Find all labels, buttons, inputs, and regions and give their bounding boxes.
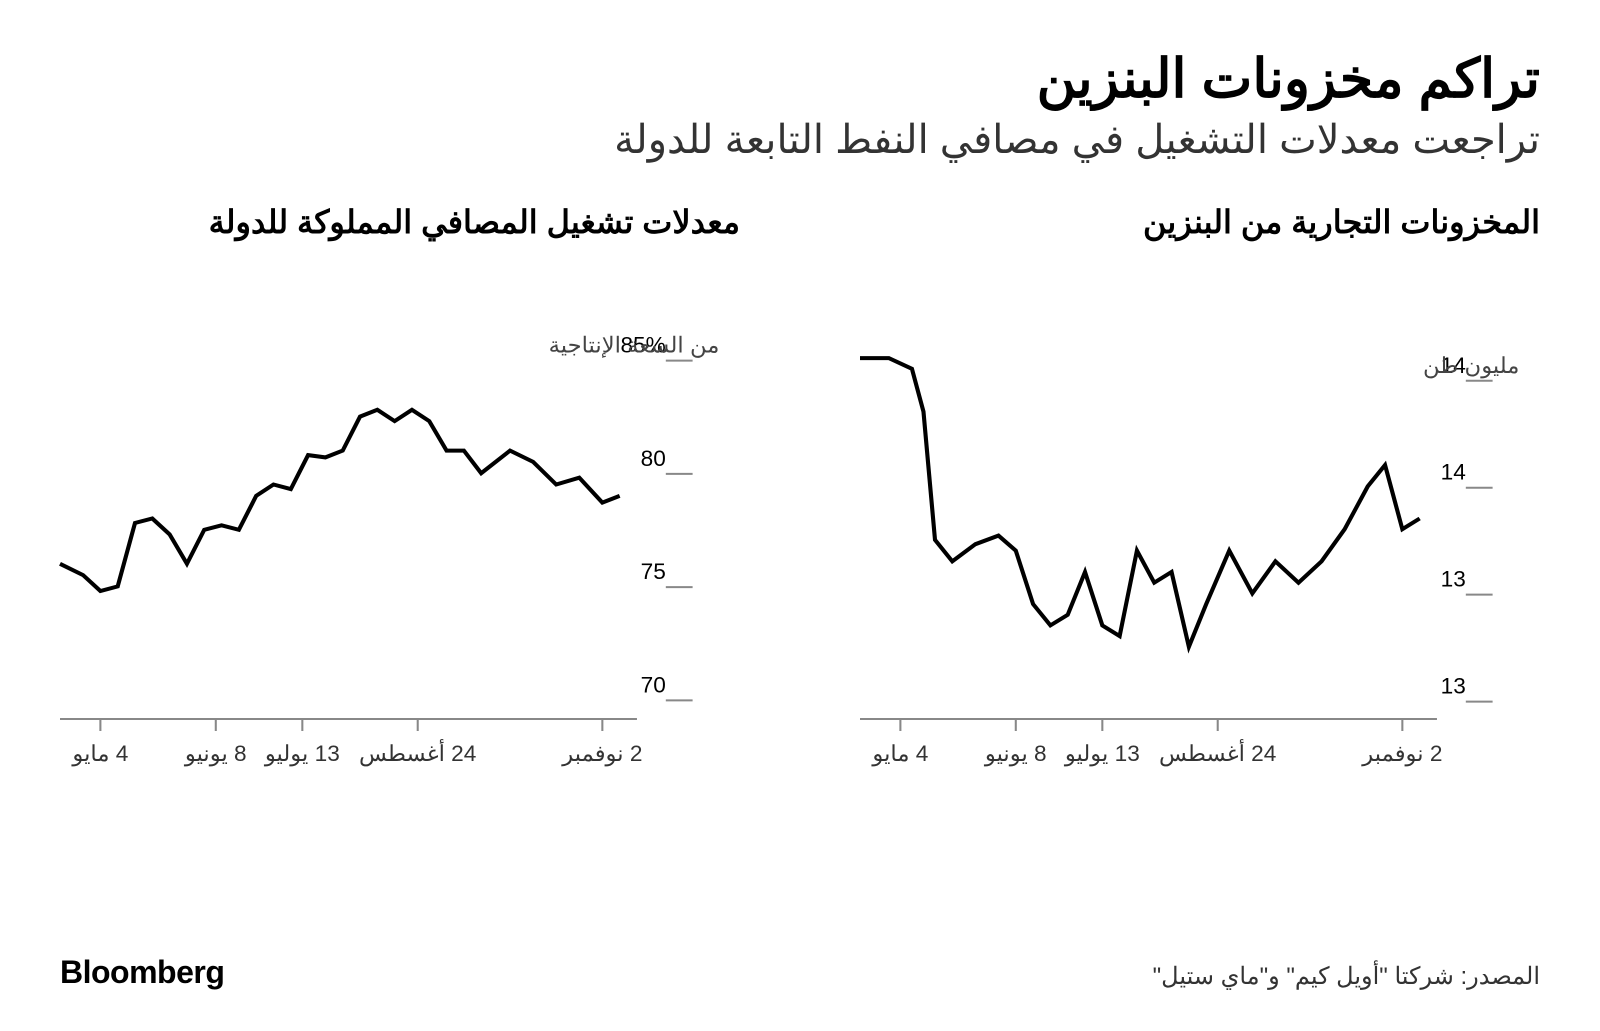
inventories-chart: 14مليون طن1413134 مايو8 يونيو13 يوليو24 … (860, 271, 1540, 791)
rates-chart-title: معدلات تشغيل المصافي المملوكة للدولة (60, 203, 740, 241)
page-subtitle: تراجعت معدلات التشغيل في مصافي النفط الت… (60, 117, 1540, 163)
svg-text:13: 13 (1441, 674, 1466, 699)
svg-text:4 مايو: 4 مايو (871, 742, 928, 768)
rates-chart: 85%من السعة الإنتاجية8075704 مايو8 يونيو… (60, 271, 740, 791)
page-title: تراكم مخزونات البنزين (60, 50, 1540, 109)
source-text: المصدر: شركتا "أويل كيم" و"ماي ستيل" (1153, 962, 1540, 991)
svg-text:مليون طن: مليون طن (1423, 353, 1519, 379)
inventories-chart-title: المخزونات التجارية من البنزين (860, 203, 1540, 241)
svg-text:13 يوليو: 13 يوليو (1064, 742, 1140, 768)
svg-text:24 أغسطس: 24 أغسطس (1159, 739, 1276, 768)
inventories-chart-panel: المخزونات التجارية من البنزين 14 مليون طن… (860, 203, 1540, 791)
rates-chart-panel: معدلات تشغيل المصافي المملوكة للدولة 85%… (60, 203, 740, 791)
svg-text:70: 70 (641, 673, 666, 698)
svg-text:13: 13 (1441, 567, 1466, 592)
svg-text:8 يونيو: 8 يونيو (184, 742, 247, 768)
svg-text:من السعة الإنتاجية: من السعة الإنتاجية (549, 333, 720, 359)
svg-text:75: 75 (641, 560, 666, 585)
svg-text:13 يوليو: 13 يوليو (264, 742, 340, 768)
svg-text:14: 14 (1441, 460, 1466, 485)
brand-logo: Bloomberg (60, 954, 224, 991)
svg-text:2 نوفمبر: 2 نوفمبر (561, 742, 642, 768)
svg-text:8 يونيو: 8 يونيو (984, 742, 1047, 768)
svg-text:4 مايو: 4 مايو (71, 742, 128, 768)
svg-text:24 أغسطس: 24 أغسطس (359, 739, 476, 768)
svg-text:80: 80 (641, 447, 666, 472)
header: تراكم مخزونات البنزين تراجعت معدلات التش… (60, 50, 1540, 163)
svg-text:2 نوفمبر: 2 نوفمبر (1361, 742, 1442, 768)
